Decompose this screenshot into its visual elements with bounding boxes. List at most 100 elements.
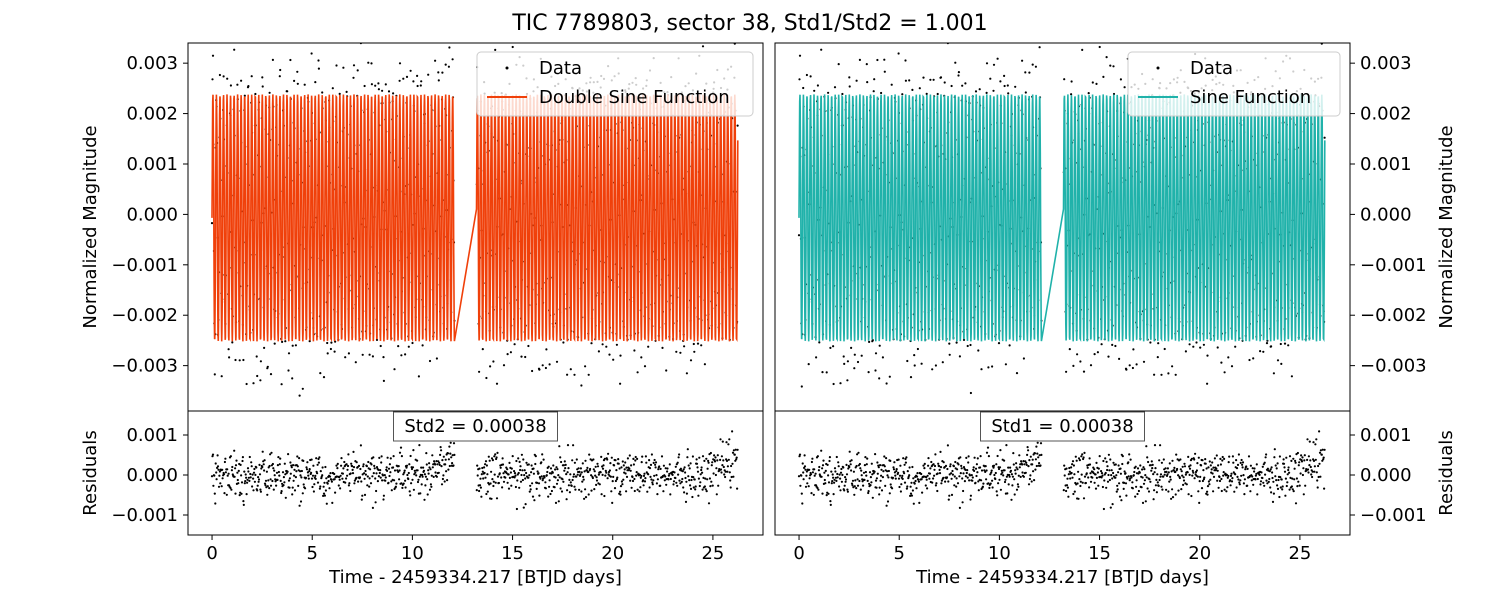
data-point <box>868 340 871 343</box>
data-point <box>980 368 983 371</box>
residual-point <box>554 501 558 504</box>
data-point <box>247 85 250 88</box>
residual-point <box>324 465 327 469</box>
residual-point <box>578 470 581 473</box>
residual-point <box>1152 473 1155 476</box>
residual-point <box>452 442 456 445</box>
bottom-left-series-residuals <box>210 430 739 511</box>
residual-point <box>234 464 238 467</box>
residual-point <box>705 457 708 460</box>
residual-point <box>707 461 710 464</box>
residual-point <box>1111 477 1114 480</box>
residual-point <box>842 466 845 469</box>
residual-point <box>614 479 618 483</box>
data-point <box>377 88 380 91</box>
residual-point <box>696 466 699 469</box>
residual-point <box>1087 476 1090 479</box>
data-point <box>969 343 972 347</box>
residual-point <box>1230 480 1234 483</box>
residual-point <box>625 475 629 478</box>
residual-point <box>366 475 369 478</box>
residual-point <box>522 458 525 461</box>
residual-point <box>904 457 907 461</box>
residual-point <box>594 465 597 468</box>
residual-point <box>684 471 687 474</box>
residual-point <box>903 472 906 475</box>
residual-point <box>695 458 698 461</box>
residual-point <box>1153 444 1157 447</box>
residual-point <box>1081 481 1084 484</box>
residual-point <box>386 456 389 459</box>
residual-point <box>264 484 267 487</box>
residual-point <box>905 487 909 490</box>
residual-point <box>732 449 736 452</box>
residual-point <box>482 477 485 480</box>
residual-point <box>218 470 221 473</box>
residual-point <box>1170 470 1173 473</box>
residual-point <box>1040 453 1043 456</box>
residual-point <box>1316 479 1319 482</box>
residual-point <box>484 463 487 466</box>
data-point <box>427 73 430 76</box>
residual-point <box>727 443 730 446</box>
residual-point <box>709 451 713 455</box>
residual-point <box>648 459 651 462</box>
residual-point <box>1289 476 1292 479</box>
residual-point <box>286 470 289 473</box>
residual-point <box>381 474 385 477</box>
data-point <box>948 342 951 345</box>
residual-point <box>532 467 535 470</box>
residual-point <box>236 471 239 474</box>
residual-point <box>1105 486 1108 489</box>
x-tick-label: 20 <box>601 543 624 564</box>
data-point <box>909 376 913 379</box>
residual-point <box>602 464 605 467</box>
residual-point <box>300 469 303 473</box>
residual-point <box>561 478 564 481</box>
residual-point <box>698 456 701 459</box>
residual-point <box>942 461 945 464</box>
residual-point <box>230 469 233 472</box>
residual-point <box>325 502 328 505</box>
residual-point <box>1071 460 1075 463</box>
residual-point <box>903 463 906 466</box>
residual-point <box>345 477 348 480</box>
data-point <box>580 384 583 387</box>
residual-point <box>655 474 658 477</box>
residual-point <box>933 474 936 477</box>
residual-point <box>573 485 576 488</box>
residual-point <box>564 463 567 466</box>
residual-point <box>1140 486 1143 489</box>
residual-point <box>1274 464 1277 467</box>
residual-point <box>686 456 689 459</box>
residual-point <box>547 495 550 498</box>
residual-point <box>997 467 1001 471</box>
residual-point <box>378 456 381 459</box>
residual-point <box>725 459 729 462</box>
residual-point <box>736 448 739 451</box>
data-point <box>245 382 248 386</box>
data-point <box>1123 86 1126 89</box>
residual-point <box>1187 493 1190 496</box>
residual-point <box>240 481 244 484</box>
residual-point <box>1077 497 1080 500</box>
residual-point <box>1124 482 1128 485</box>
residual-point <box>1195 469 1198 472</box>
residual-point <box>442 455 445 458</box>
residual-point <box>1004 478 1007 481</box>
residual-point <box>668 463 671 466</box>
residual-point <box>334 491 337 494</box>
residual-point <box>491 459 494 462</box>
data-point <box>1119 78 1122 81</box>
residual-point <box>245 476 248 479</box>
y-tick-label: 0.003 <box>1360 53 1412 74</box>
residual-point <box>977 489 980 492</box>
residual-point <box>222 473 226 476</box>
data-point <box>1259 350 1262 353</box>
residual-point <box>355 476 358 479</box>
residual-point <box>425 452 428 455</box>
residual-point <box>1275 467 1278 470</box>
residual-point <box>480 473 483 476</box>
